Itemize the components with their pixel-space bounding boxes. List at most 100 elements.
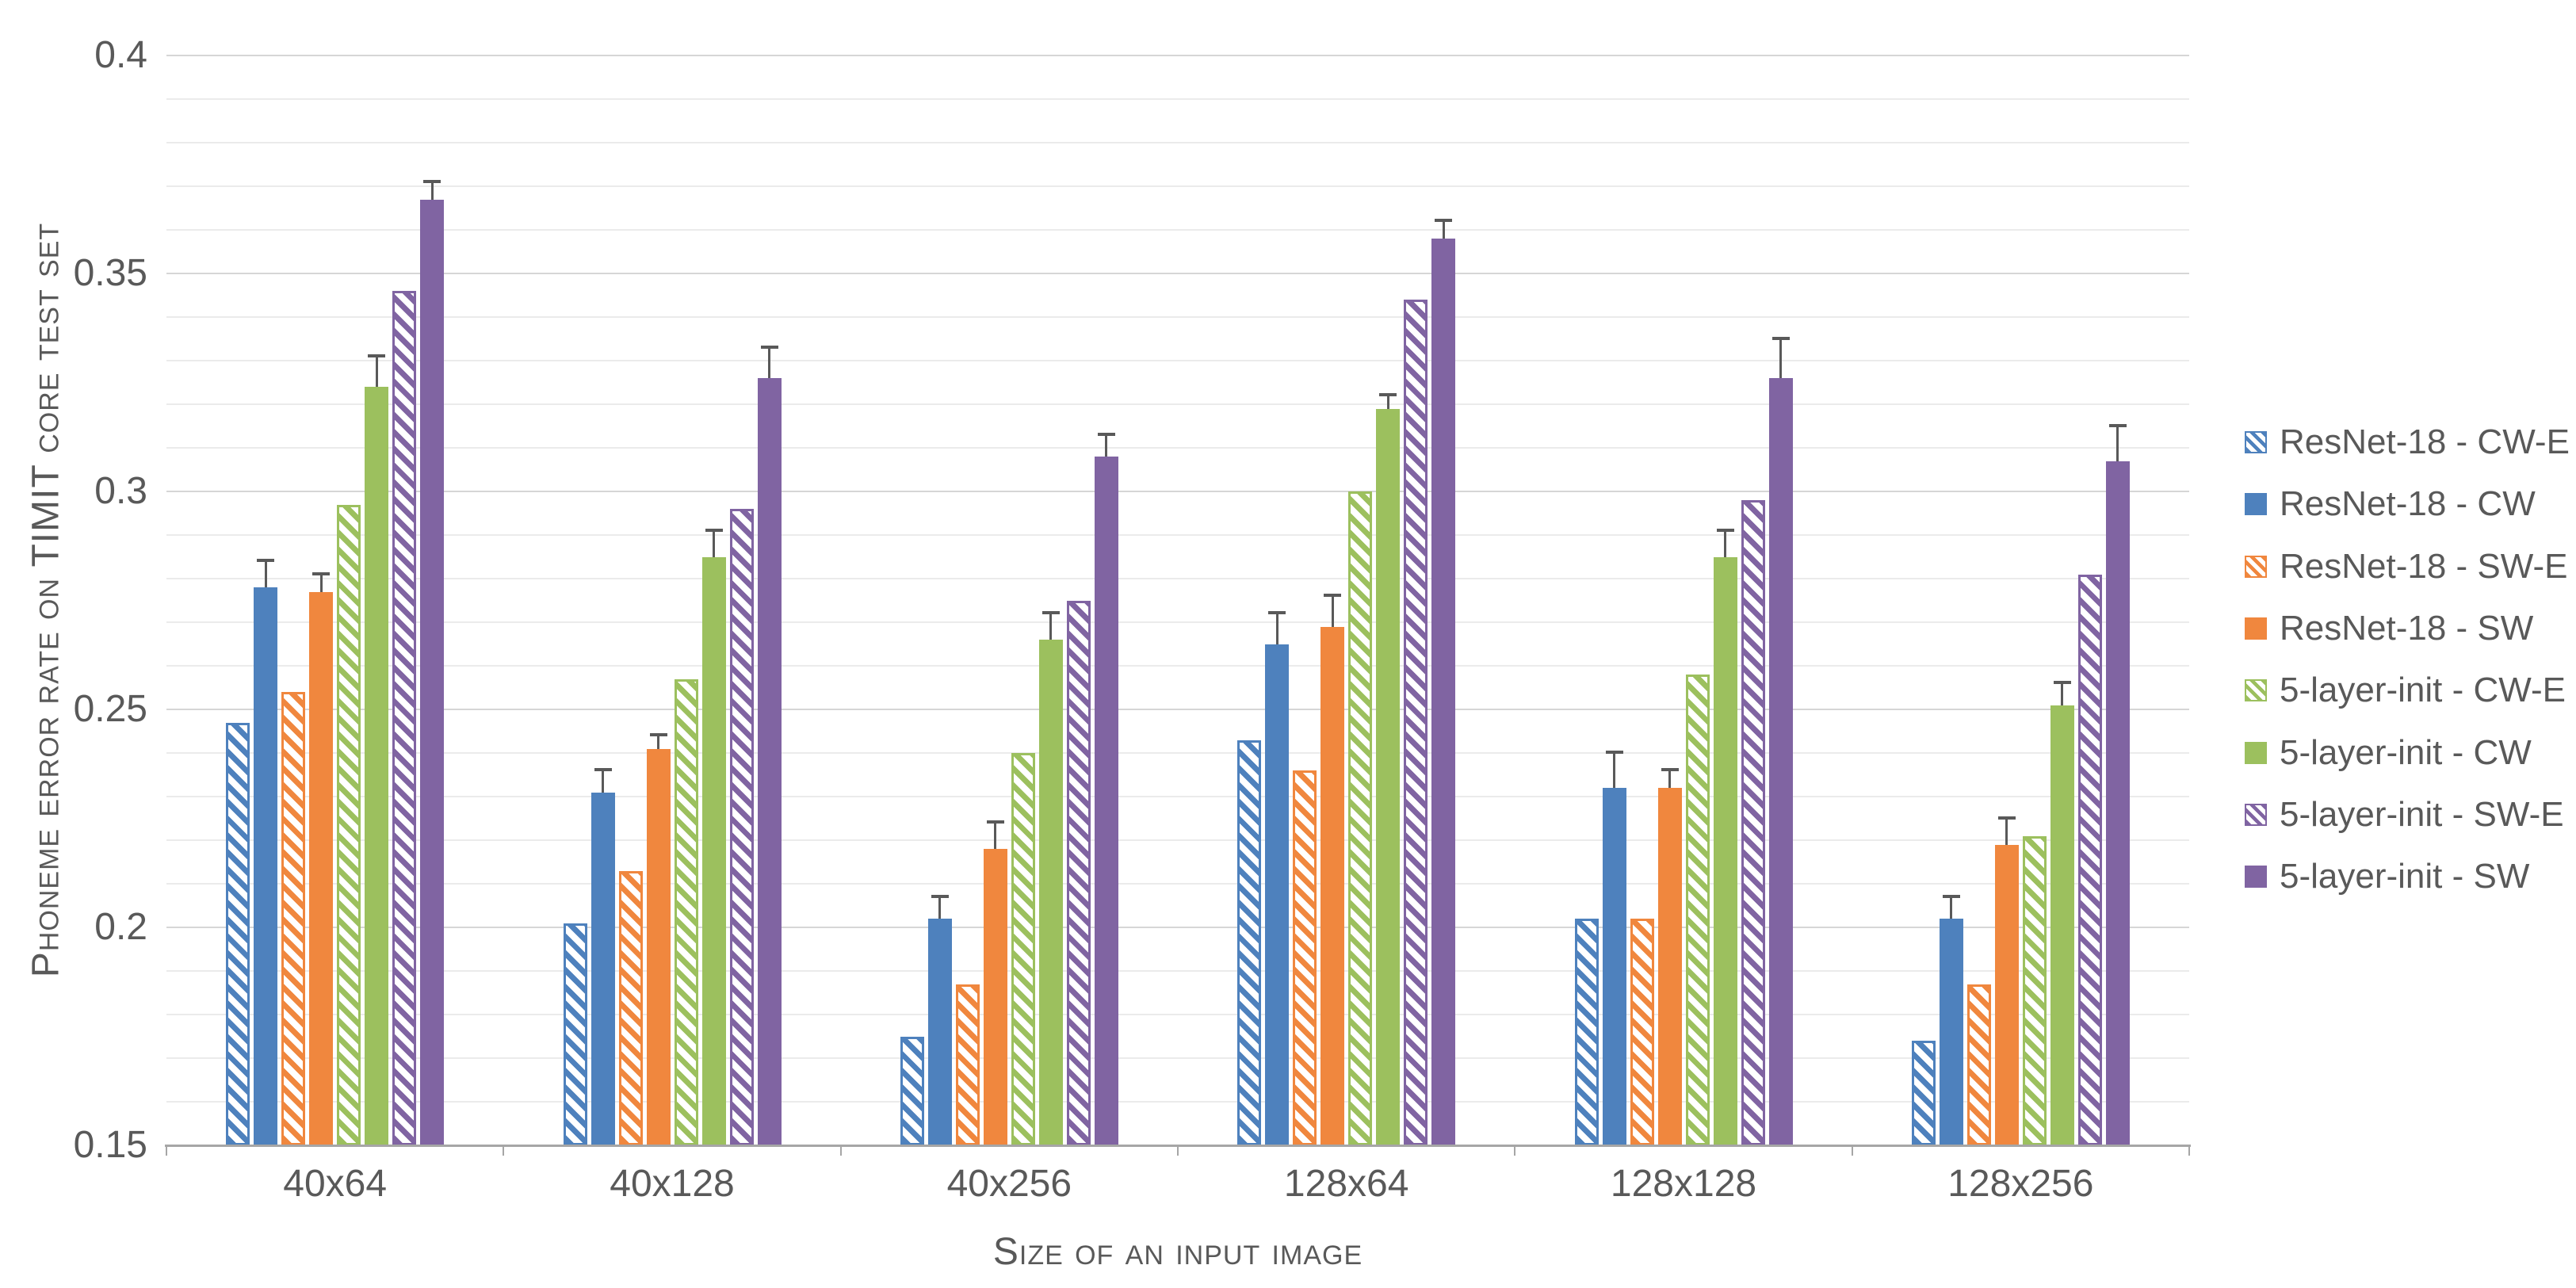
minor-gridline bbox=[166, 185, 2189, 187]
legend-row: 5-layer-init - SW-E bbox=[2245, 793, 2564, 837]
error-bar bbox=[375, 356, 378, 387]
error-bar-cap bbox=[986, 820, 1004, 824]
minor-gridline bbox=[166, 796, 2189, 797]
error-bar bbox=[1275, 613, 1278, 644]
error-bar-cap bbox=[1324, 594, 1342, 597]
bar-ResNet-18-CW-40x64 bbox=[254, 587, 278, 1145]
bar-5-layer-init-CW-E-40x256 bbox=[1011, 753, 1035, 1145]
minor-gridline bbox=[166, 447, 2189, 449]
bar-5-layer-init-SW-40x256 bbox=[1094, 457, 1118, 1145]
major-gridline bbox=[166, 491, 2189, 492]
legend-label: ResNet-18 - SW bbox=[2280, 608, 2534, 648]
plot-area bbox=[166, 55, 2189, 1145]
error-bar bbox=[319, 574, 323, 592]
minor-gridline bbox=[166, 98, 2189, 100]
category-label: 128x128 bbox=[1610, 1163, 1757, 1205]
bar-ResNet-18-CW-128x64 bbox=[1265, 644, 1290, 1145]
error-bar bbox=[1668, 770, 1671, 788]
error-bar bbox=[1331, 596, 1334, 627]
minor-gridline bbox=[166, 1014, 2189, 1015]
error-bar-cap bbox=[705, 528, 723, 532]
minor-gridline bbox=[166, 621, 2189, 623]
y-tick-label: 0.25 bbox=[73, 688, 147, 730]
minor-gridline bbox=[166, 1101, 2189, 1103]
error-bar bbox=[2061, 683, 2064, 705]
error-bar-cap bbox=[423, 179, 441, 183]
x-axis-title: Size of an input image bbox=[992, 1231, 1363, 1273]
error-bar bbox=[1950, 896, 1953, 919]
bar-ResNet-18-SW-128x64 bbox=[1320, 626, 1345, 1145]
minor-gridline bbox=[166, 360, 2189, 361]
error-bar bbox=[2005, 818, 2008, 845]
minor-gridline bbox=[166, 534, 2189, 536]
bar-5-layer-init-CW-E-128x256 bbox=[2022, 835, 2047, 1145]
bar-5-layer-init-CW-128x64 bbox=[1376, 408, 1401, 1145]
error-bar-cap bbox=[257, 559, 275, 562]
error-bar-cap bbox=[1942, 894, 1960, 898]
bar-ResNet-18-SW-40x256 bbox=[983, 849, 1007, 1145]
minor-gridline bbox=[166, 316, 2189, 318]
bar-5-layer-init-SW-40x64 bbox=[420, 199, 445, 1145]
legend-swatch bbox=[2245, 803, 2267, 826]
bar-5-layer-init-CW-128x256 bbox=[2050, 705, 2074, 1145]
bar-ResNet-18-SW-40x64 bbox=[309, 591, 334, 1145]
error-bar bbox=[657, 736, 659, 749]
bar-5-layer-init-CW-E-40x64 bbox=[337, 504, 361, 1145]
x-axis-tick bbox=[503, 1145, 505, 1156]
bar-5-layer-init-SW-E-40x128 bbox=[729, 509, 754, 1145]
error-bar-cap bbox=[1435, 219, 1453, 222]
error-bar bbox=[1049, 613, 1053, 640]
error-bar-cap bbox=[1268, 611, 1286, 614]
bar-ResNet-18-CW-E-128x128 bbox=[1574, 919, 1599, 1145]
error-bar-cap bbox=[1605, 751, 1623, 754]
bar-ResNet-18-SW-E-40x128 bbox=[618, 870, 643, 1145]
error-bar bbox=[1442, 221, 1445, 239]
bar-ResNet-18-SW-128x256 bbox=[1994, 844, 2019, 1145]
legend-row: ResNet-18 - CW bbox=[2245, 482, 2536, 526]
y-tick-label: 0.2 bbox=[94, 906, 147, 948]
category-label: 40x256 bbox=[946, 1163, 1072, 1205]
x-axis-tick bbox=[1177, 1145, 1179, 1156]
bar-5-layer-init-SW-128x64 bbox=[1431, 239, 1456, 1145]
category-label: 40x64 bbox=[283, 1163, 388, 1205]
error-bar bbox=[264, 561, 267, 587]
bar-5-layer-init-CW-E-128x128 bbox=[1685, 675, 1710, 1145]
y-axis-title: Phoneme error rate on TIMIT core test se… bbox=[25, 222, 67, 978]
bar-ResNet-18-SW-E-40x256 bbox=[955, 984, 980, 1145]
bar-ResNet-18-CW-E-40x256 bbox=[900, 1036, 924, 1145]
legend-row: ResNet-18 - SW bbox=[2245, 606, 2533, 651]
error-bar-cap bbox=[1997, 816, 2016, 820]
error-bar-cap bbox=[594, 768, 612, 771]
y-tick-label: 0.3 bbox=[94, 470, 147, 512]
legend-swatch bbox=[2245, 555, 2267, 578]
bar-5-layer-init-SW-128x128 bbox=[1768, 378, 1793, 1145]
category-label: 128x64 bbox=[1283, 1163, 1409, 1205]
bar-5-layer-init-CW-E-128x64 bbox=[1348, 491, 1373, 1145]
bar-ResNet-18-SW-E-40x64 bbox=[281, 692, 306, 1145]
error-bar bbox=[430, 182, 434, 200]
y-tick-label: 0.15 bbox=[73, 1124, 147, 1166]
bar-ResNet-18-CW-40x256 bbox=[927, 919, 952, 1145]
bar-ResNet-18-CW-E-40x128 bbox=[563, 923, 587, 1145]
error-bar bbox=[938, 896, 942, 919]
error-bar-cap bbox=[760, 345, 778, 349]
bar-5-layer-init-SW-40x128 bbox=[757, 378, 782, 1145]
minor-gridline bbox=[166, 970, 2189, 972]
x-axis-tick bbox=[1851, 1145, 1853, 1156]
legend-label: 5-layer-init - SW-E bbox=[2280, 794, 2564, 834]
legend-label: 5-layer-init - CW bbox=[2280, 732, 2532, 772]
error-bar-cap bbox=[1097, 432, 1115, 436]
bar-5-layer-init-SW-E-40x64 bbox=[392, 291, 417, 1145]
bar-ResNet-18-SW-E-128x256 bbox=[1966, 984, 1991, 1145]
legend-label: ResNet-18 - CW bbox=[2280, 484, 2536, 524]
bar-ResNet-18-SW-E-128x64 bbox=[1293, 770, 1317, 1145]
bar-5-layer-init-CW-E-40x128 bbox=[674, 678, 698, 1145]
legend-label: 5-layer-init - CW-E bbox=[2280, 671, 2566, 710]
error-bar-cap bbox=[2108, 423, 2127, 427]
minor-gridline bbox=[166, 142, 2189, 143]
error-bar bbox=[1779, 338, 1782, 378]
category-label: 40x128 bbox=[610, 1163, 735, 1205]
bar-ResNet-18-CW-E-128x256 bbox=[1911, 1041, 1936, 1145]
major-gridline bbox=[166, 273, 2189, 274]
error-bar-cap bbox=[931, 894, 949, 898]
